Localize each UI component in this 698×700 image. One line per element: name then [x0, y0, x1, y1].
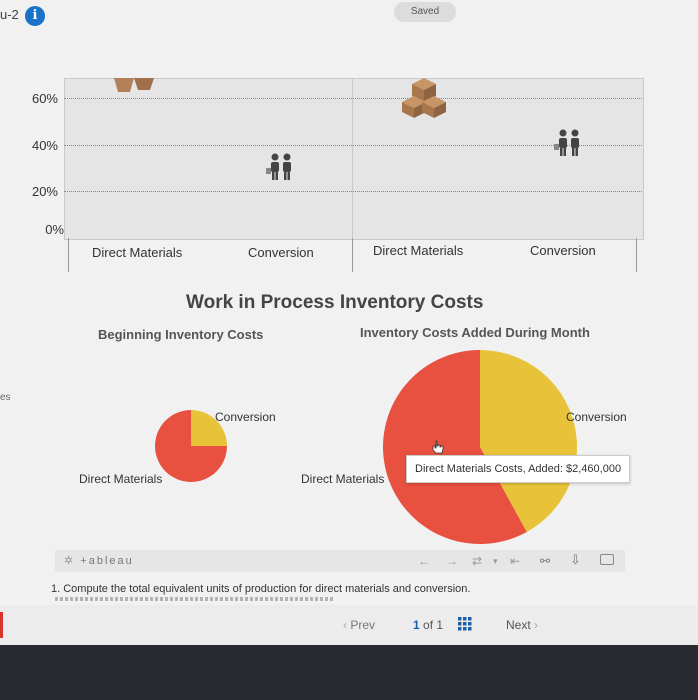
fullscreen-icon[interactable] — [600, 554, 614, 565]
next-button[interactable]: Next › — [506, 618, 538, 632]
right-pie-subtitle: Inventory Costs Added During Month — [360, 325, 590, 340]
bar-chart-panel-right — [352, 78, 644, 240]
pie-slice-conversion[interactable] — [191, 410, 227, 446]
left-pie-conversion-label: Conversion — [215, 410, 276, 424]
x-label-dm-1: Direct Materials — [92, 245, 183, 260]
bar-chart-panel-left — [64, 78, 354, 240]
cut-off-text-line — [55, 597, 335, 601]
left-accent — [0, 612, 3, 638]
left-pie-subtitle: Beginning Inventory Costs — [98, 327, 264, 342]
gridline-40 — [64, 145, 642, 146]
chevron-left-icon: ‹ — [343, 618, 351, 632]
undo-icon[interactable]: ← — [418, 554, 430, 568]
grid-menu-icon[interactable] — [458, 617, 472, 631]
next-label: Next — [506, 618, 531, 632]
axis-divider-left — [68, 238, 69, 272]
reset-icon[interactable]: ⇤ — [510, 554, 521, 568]
x-label-conv-2: Conversion — [530, 243, 596, 258]
revert-dropdown-icon[interactable]: ▾ — [493, 556, 498, 566]
pie-slice-conversion[interactable] — [480, 350, 577, 533]
tableau-logo: ✲ +ableau — [64, 554, 134, 567]
pie-section-title: Work in Process Inventory Costs — [186, 292, 484, 313]
current-page: 1 — [413, 618, 420, 632]
x-label-dm-2: Direct Materials — [373, 243, 464, 258]
pager-bar — [0, 605, 698, 645]
left-pie-dm-label: Direct Materials — [79, 472, 163, 486]
info-icon[interactable]: i — [25, 6, 45, 26]
question-text: 1. Compute the total equivalent units of… — [51, 583, 471, 595]
axis-divider-right — [636, 238, 637, 272]
hand-cursor-icon — [432, 440, 444, 454]
redo-icon[interactable]: → — [446, 554, 458, 568]
pie-slice-direct-materials[interactable] — [383, 350, 527, 544]
y-tick-40: 40% — [31, 138, 58, 153]
y-tick-60: 60% — [31, 91, 58, 106]
page-indicator[interactable]: 1 of 1 — [413, 618, 443, 632]
tableau-toolbar — [55, 550, 625, 572]
x-label-conv-1: Conversion — [248, 245, 314, 260]
boxes-icon — [114, 78, 154, 92]
gridline-60 — [64, 98, 642, 99]
pie-tooltip: Direct Materials Costs, Added: $2,460,00… — [406, 455, 631, 483]
workers-icon — [554, 129, 579, 156]
tableau-mark-icon: ✲ — [64, 555, 81, 567]
added-costs-pie[interactable] — [383, 350, 577, 544]
share-icon[interactable]: ⚯ — [540, 554, 551, 568]
right-pie-dm-label: Direct Materials — [301, 472, 385, 486]
axis-divider-mid — [352, 238, 353, 272]
page-total: of 1 — [423, 618, 444, 632]
boxes-stack-icon — [402, 78, 446, 118]
chevron-right-icon: › — [530, 618, 539, 632]
revert-icon[interactable]: ⇄ — [472, 554, 483, 568]
download-icon[interactable]: ⇩ — [570, 552, 581, 567]
beginning-inventory-pie[interactable] — [155, 410, 227, 482]
gridline-20 — [64, 191, 642, 192]
pie-slice-direct-materials[interactable] — [155, 410, 227, 482]
y-tick-0: 0% — [45, 222, 64, 237]
saved-badge: Saved — [394, 2, 456, 22]
question-number: u-2 — [0, 7, 19, 22]
bottom-frame — [0, 645, 698, 700]
tableau-logo-text: +ableau — [80, 555, 134, 567]
workers-icon — [266, 153, 291, 180]
side-text-fragment: es — [0, 392, 11, 403]
prev-label: Prev — [350, 618, 376, 632]
right-pie-conversion-label: Conversion — [566, 410, 627, 424]
prev-button[interactable]: ‹ Prev — [343, 618, 375, 632]
y-tick-20: 20% — [31, 184, 58, 199]
